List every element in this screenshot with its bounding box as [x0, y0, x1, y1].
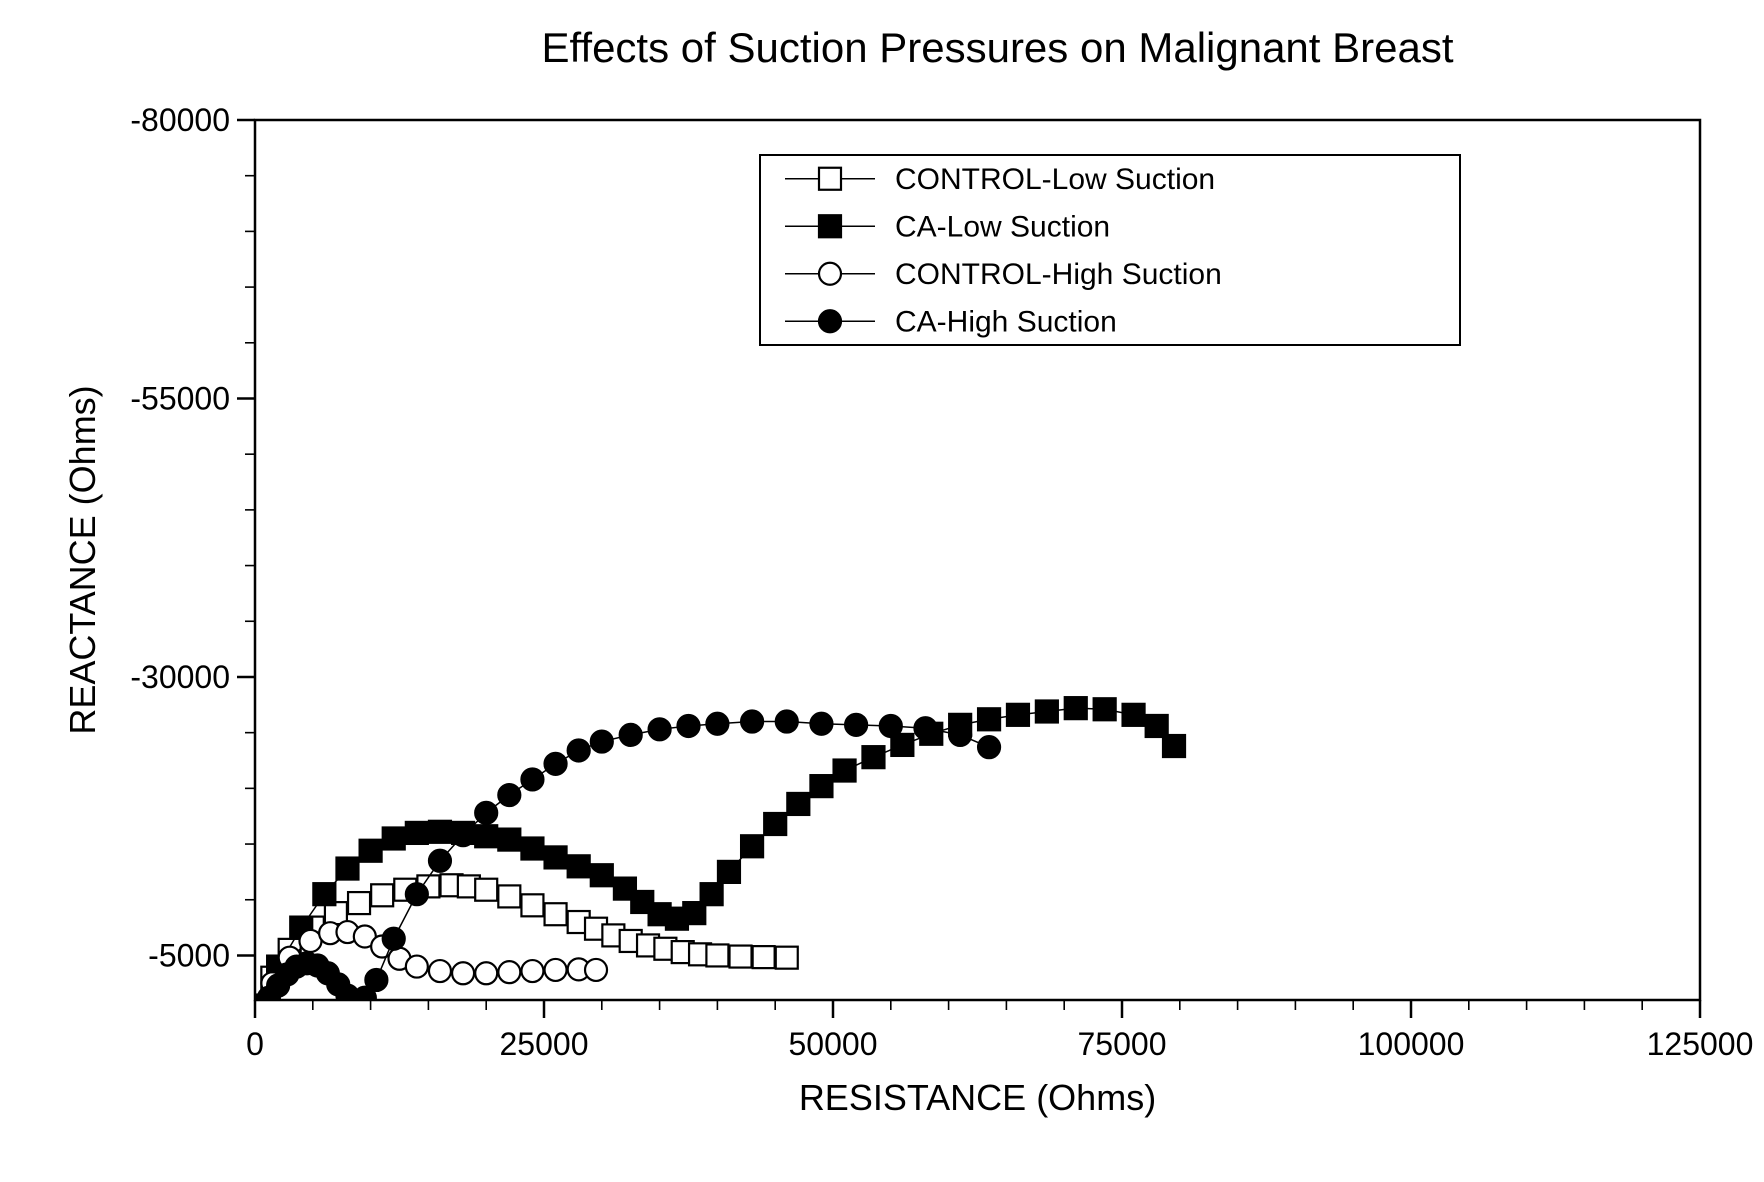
svg-text:RESISTANCE (Ohms): RESISTANCE (Ohms) — [799, 1077, 1156, 1118]
svg-text:25000: 25000 — [500, 1026, 589, 1062]
svg-text:-55000: -55000 — [130, 380, 230, 416]
chart-svg: Effects of Suction Pressures on Malignan… — [0, 0, 1764, 1182]
svg-text:0: 0 — [246, 1026, 264, 1062]
series-ca-low-suction — [250, 697, 1185, 1016]
svg-text:100000: 100000 — [1358, 1026, 1465, 1062]
series-ca-high-suction — [250, 711, 1000, 1019]
svg-text:-30000: -30000 — [130, 659, 230, 695]
svg-text:125000: 125000 — [1647, 1026, 1754, 1062]
svg-text:-5000: -5000 — [148, 937, 230, 973]
svg-text:-80000: -80000 — [130, 102, 230, 138]
chart-container: Effects of Suction Pressures on Malignan… — [0, 0, 1764, 1182]
svg-text:50000: 50000 — [789, 1026, 878, 1062]
svg-text:CONTROL-Low Suction: CONTROL-Low Suction — [895, 163, 1215, 196]
svg-text:CA-Low Suction: CA-Low Suction — [895, 210, 1110, 243]
svg-text:Effects of Suction Pressures o: Effects of Suction Pressures on Malignan… — [541, 24, 1453, 71]
svg-text:CONTROL-High Suction: CONTROL-High Suction — [895, 258, 1222, 291]
svg-text:75000: 75000 — [1078, 1026, 1167, 1062]
svg-text:CA-High Suction: CA-High Suction — [895, 305, 1117, 338]
svg-text:REACTANCE (Ohms): REACTANCE (Ohms) — [62, 385, 103, 734]
legend: CONTROL-Low Suction CA-Low Suction CONTROL… — [760, 155, 1460, 345]
